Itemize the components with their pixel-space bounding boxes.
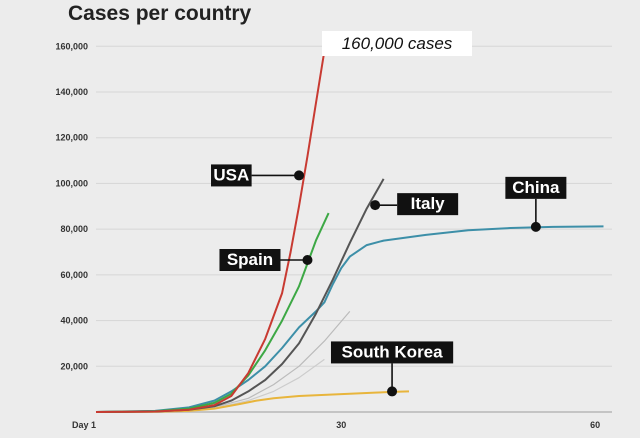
y-tick-label: 40,000 xyxy=(60,316,88,326)
series-label-italy: Italy xyxy=(411,194,446,213)
series-label-box-italy xyxy=(397,193,459,216)
series-line-spain xyxy=(95,212,330,413)
label-marker-china xyxy=(530,221,541,232)
y-tick-label: 120,000 xyxy=(55,133,88,143)
x-tick-label: 30 xyxy=(336,420,346,430)
series-label-south-korea: South Korea xyxy=(342,342,444,361)
y-tick-label: 160,000 xyxy=(55,41,88,51)
x-tick-label: Day 1 xyxy=(72,420,96,430)
series-line-china xyxy=(95,225,604,413)
label-marker-south-korea xyxy=(387,386,398,397)
chart-title: Cases per country xyxy=(68,2,252,25)
label-marker-spain xyxy=(302,255,313,265)
annotation-box xyxy=(322,31,472,56)
series-label-box-spain xyxy=(219,249,281,271)
gridlines xyxy=(96,45,612,367)
y-tick-label: 60,000 xyxy=(60,270,88,280)
series-line-south-korea xyxy=(95,390,410,413)
series-label-box-china xyxy=(505,176,567,199)
y-tick-label: 140,000 xyxy=(55,87,88,97)
series-line-usa xyxy=(95,50,326,413)
label-marker-italy xyxy=(370,200,381,211)
series-labels: USA Spain Italy China South Korea xyxy=(211,164,567,397)
series-label-spain: Spain xyxy=(227,250,273,269)
series-label-usa: USA xyxy=(213,165,249,184)
series-line-italy xyxy=(95,178,385,413)
annotation: 160,000 cases xyxy=(322,31,472,56)
series-label-box-usa xyxy=(211,164,252,187)
x-tick-label: 60 xyxy=(590,420,600,430)
axes: 20,000 40,000 60,000 80,000 100,000 120,000 14… xyxy=(55,41,612,430)
label-marker-usa xyxy=(294,170,305,181)
y-tick-label: 80,000 xyxy=(60,224,88,234)
series-label-china: China xyxy=(512,178,560,197)
annotation-text: 160,000 cases xyxy=(342,34,453,53)
y-tick-label: 100,000 xyxy=(55,178,88,188)
y-tick-label: 20,000 xyxy=(60,361,88,371)
series-label-box-south-korea xyxy=(330,341,454,364)
